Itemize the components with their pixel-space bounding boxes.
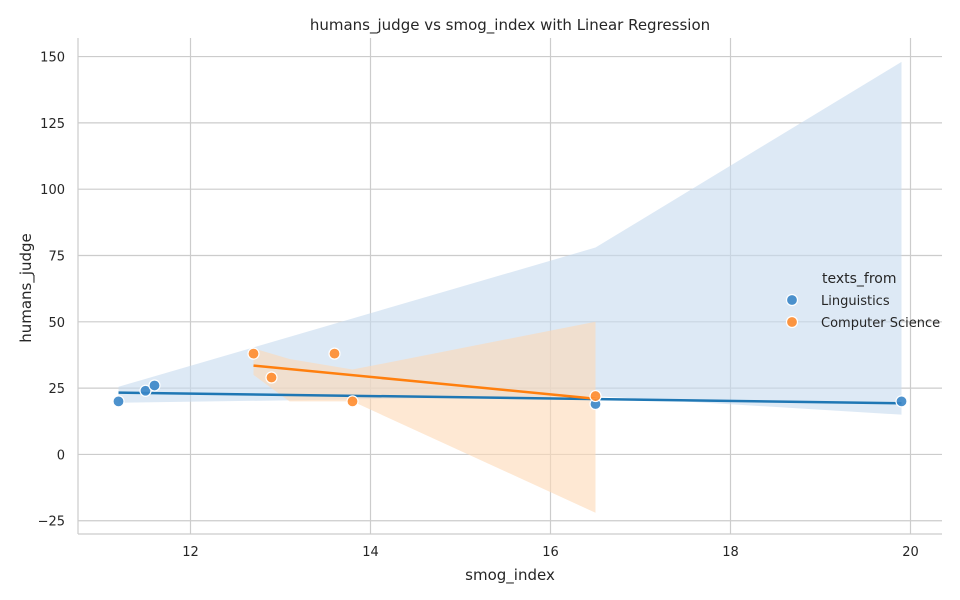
- confidence-bands: [118, 61, 902, 513]
- x-tick-labels: 12 14 16 18 20: [182, 545, 919, 560]
- x-tick-label: 12: [182, 545, 199, 560]
- x-tick-label: 14: [362, 545, 379, 560]
- chart-title: humans_judge vs smog_index with Linear R…: [310, 16, 710, 35]
- data-point: [895, 395, 908, 408]
- regression-line: [253, 364, 596, 400]
- data-point: [139, 384, 152, 397]
- y-tick-label: 125: [40, 117, 65, 132]
- y-tick-label: 75: [48, 249, 65, 264]
- confidence-band: [118, 61, 902, 415]
- legend-label: Computer Science: [821, 316, 940, 331]
- y-tick-label: 100: [40, 183, 65, 198]
- data-point: [589, 389, 602, 403]
- y-tick-label: 0: [57, 448, 65, 463]
- confidence-band: [253, 321, 596, 513]
- data-point: [247, 347, 260, 360]
- legend-title: texts_from: [822, 271, 897, 287]
- x-tick-label: 20: [902, 545, 919, 560]
- y-tick-label: 150: [40, 51, 65, 66]
- x-tick-label: 18: [722, 545, 739, 560]
- data-point: [328, 347, 341, 360]
- legend-label: Linguistics: [821, 294, 890, 309]
- data-point: [346, 395, 359, 408]
- y-tick-labels: −25 0 25 50 75 100 125 150: [38, 51, 65, 530]
- legend: texts_from Linguistics Computer Science: [785, 271, 940, 331]
- x-tick-label: 16: [542, 545, 559, 560]
- regression-lines: [118, 364, 902, 405]
- y-tick-label: 50: [48, 316, 65, 331]
- data-points: [112, 347, 908, 411]
- y-tick-label: −25: [38, 515, 65, 530]
- axes: [77, 38, 942, 535]
- y-axis-label: humans_judge: [17, 233, 36, 343]
- legend-marker: [785, 293, 799, 307]
- x-axis-label: smog_index: [465, 566, 555, 585]
- y-tick-label: 25: [48, 382, 65, 397]
- data-point: [148, 379, 161, 392]
- data-point: [112, 395, 125, 408]
- data-point: [265, 371, 278, 384]
- regression-line: [118, 391, 902, 405]
- legend-marker: [785, 315, 799, 329]
